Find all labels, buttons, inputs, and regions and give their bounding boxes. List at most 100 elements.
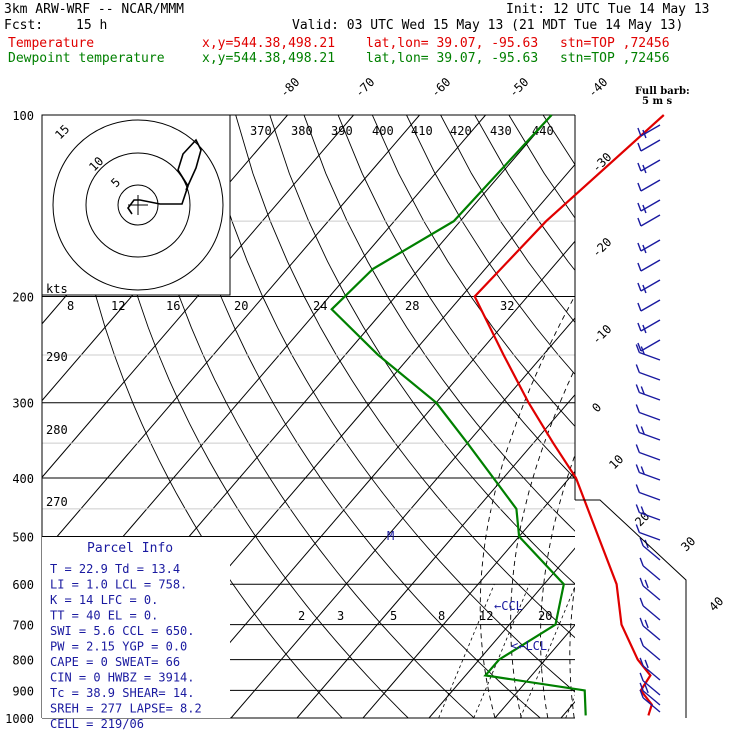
- wind-barb-flag: [642, 284, 647, 294]
- isotherm-line: [296, 393, 575, 718]
- ccl-marker: ←CCL: [494, 599, 523, 613]
- wind-barb-flag: [635, 364, 640, 373]
- wind-barb-flag: [635, 484, 640, 493]
- mixing-ratio-label: 8: [67, 299, 74, 313]
- parcel-info-row: PW = 2.15 YGP = 0.0: [50, 640, 187, 654]
- forecast-hour: 15 h: [76, 18, 108, 33]
- dry-adiabat: [371, 115, 575, 428]
- pressure-label: 600: [12, 578, 34, 592]
- mixing-ratio-label: 5: [390, 609, 397, 623]
- theta-label: 410: [411, 124, 433, 138]
- wind-barb-flag: [635, 464, 640, 473]
- valid-time: Valid: 03 UTC Wed 15 May 13 (21 MDT Tue …: [292, 18, 684, 33]
- theta-label: 430: [490, 124, 512, 138]
- isotherm-line: [42, 115, 354, 479]
- wind-barb: [639, 371, 661, 381]
- wind-barb: [642, 545, 661, 561]
- pressure-label: 1000: [5, 712, 34, 726]
- wind-barb-flag: [640, 426, 645, 435]
- isotherm-line: [627, 115, 740, 718]
- mixing-ratio-line: [438, 584, 495, 718]
- pressure-label: 500: [12, 530, 34, 544]
- wind-barb: [639, 531, 661, 541]
- wind-barb: [642, 645, 661, 661]
- wind-barb-flag: [642, 129, 647, 139]
- dewpoint-legend: Dewpoint temperature: [8, 51, 165, 66]
- wind-barb: [639, 451, 661, 461]
- mixing-ratio-label: 24: [313, 299, 327, 313]
- parcel-info-row: TT = 40 EL = 0.: [50, 609, 158, 623]
- hodograph-ring: [117, 184, 159, 226]
- wind-barb-flag: [637, 202, 642, 212]
- chart-right-edge: [575, 499, 687, 718]
- wind-barb: [639, 431, 661, 441]
- wind-barb-flag: [637, 342, 642, 352]
- wind-barb-flag: [640, 386, 645, 395]
- wind-barb-flag: [637, 142, 642, 152]
- wind-barb-flag: [639, 597, 644, 607]
- wind-barb-flag: [644, 659, 649, 669]
- theta-label: 380: [291, 124, 313, 138]
- parcel-info-row: LI = 1.0 LCL = 758.: [50, 578, 187, 592]
- dry-adiabat: [166, 115, 541, 718]
- temperature-tick-label: -20: [589, 235, 614, 260]
- wind-barb-flag: [639, 617, 644, 627]
- wind-barb-flag: [635, 344, 640, 353]
- el-marker: M: [387, 529, 394, 543]
- temperature-tick-label: -70: [352, 75, 377, 100]
- mixing-ratio-label: 3: [337, 609, 344, 623]
- mixing-ratio-label: 2: [298, 609, 305, 623]
- wind-barb: [640, 299, 661, 312]
- wind-barb-flag: [642, 324, 647, 334]
- mixing-ratio-line: [565, 694, 575, 718]
- wind-barb: [642, 665, 661, 681]
- wind-barb: [639, 471, 661, 481]
- temperature-tick-label: 20: [632, 509, 652, 529]
- dry-adiabat: [132, 115, 475, 718]
- pressure-label: 100: [12, 109, 34, 123]
- pressure-label: 800: [12, 654, 34, 668]
- moist-adiabat: [540, 453, 575, 718]
- wind-barb-flag: [635, 424, 640, 433]
- wind-barb-flag: [639, 637, 644, 647]
- dry-adiabat: [98, 115, 409, 718]
- temperature-tick-label: 40: [706, 594, 726, 614]
- hodograph-ring: [52, 119, 224, 291]
- wind-barb-flag: [637, 262, 642, 272]
- wind-barb-flag: [640, 466, 645, 475]
- dry-adiabat: [611, 115, 740, 731]
- wind-barb: [639, 411, 661, 421]
- parcel-info-panel: Parcel Info T = 22.9 Td = 13.4 LI = 1.0 LC…: [42, 499, 687, 731]
- dewpoint-station: stn=TOP ,72456: [560, 51, 670, 66]
- wind-barb-flag: [639, 672, 644, 682]
- wind-barb-flag: [644, 619, 649, 629]
- isotherm-line: [230, 317, 575, 718]
- temperature-profile-line: [473, 114, 665, 716]
- wind-barb: [640, 139, 661, 152]
- temperature-tick-label: -10: [589, 322, 614, 347]
- wind-barb-flag: [637, 302, 642, 312]
- theta-label: 290: [46, 350, 68, 364]
- mixing-ratio-line: [473, 584, 530, 718]
- dry-adiabat: [542, 115, 575, 166]
- wind-barb: [642, 605, 661, 621]
- temperature-tick-label: 30: [678, 534, 698, 554]
- barb-legend-line2: 5 m s: [642, 96, 673, 107]
- mixing-ratio-label: 12: [111, 299, 125, 313]
- isotherm-line: [42, 115, 420, 555]
- forecast-label: Fcst:: [4, 18, 44, 33]
- dewpoint-xy: x,y=544.38,498.21: [202, 51, 336, 66]
- wind-barb-flag: [637, 282, 642, 292]
- wind-barb-flag: [639, 682, 644, 692]
- isotherm-line: [362, 470, 575, 718]
- parcel-info-title: Parcel Info: [87, 541, 173, 556]
- mixing-ratio-label: 12: [479, 609, 493, 623]
- dry-adiabat: [235, 115, 575, 639]
- wind-barb-flag: [639, 689, 644, 699]
- temperature-station: stn=TOP ,72456: [560, 36, 670, 51]
- parcel-info-row: CIN = 0 HWBZ = 3914.: [50, 671, 195, 685]
- dry-adiabat: [201, 115, 575, 693]
- pressure-label: 900: [12, 684, 34, 698]
- wind-barb-flag: [639, 537, 644, 547]
